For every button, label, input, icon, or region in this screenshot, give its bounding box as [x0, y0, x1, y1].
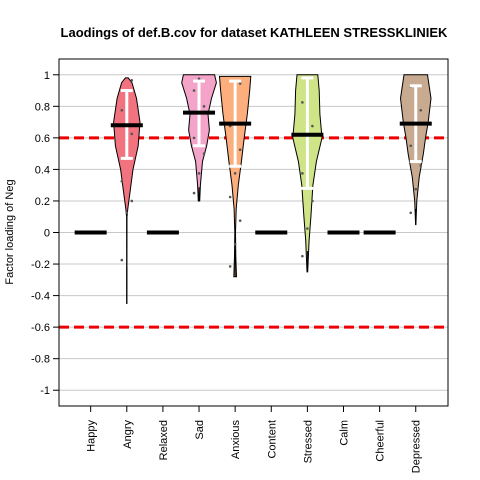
violin-layer [74, 74, 432, 304]
data-point [192, 89, 196, 92]
data-point [192, 191, 196, 195]
data-point [301, 254, 304, 258]
data-point [202, 105, 206, 108]
data-point [202, 152, 206, 155]
chart-title: Laodings of def.B.cov for dataset KATHLE… [61, 25, 449, 40]
y-axis: 1 0.8 0.6 0.4 0.2 0 -0.2 -0.4 -0.6 -0.8 -1 [31, 70, 59, 397]
data-point [120, 258, 124, 262]
data-point [409, 144, 413, 148]
x-tick-label: Stressed [302, 420, 314, 463]
x-tick-label: Relaxed [158, 420, 170, 460]
data-point [311, 124, 314, 128]
x-tick-label: Cheerful [375, 420, 387, 462]
data-point [306, 227, 309, 230]
data-point [228, 265, 232, 268]
y-tick-label: 0.6 [35, 133, 50, 145]
y-tick-label: 0.2 [35, 196, 50, 208]
y-tick-label: 0 [44, 228, 50, 240]
y-tick-label: -0.4 [31, 291, 50, 303]
category-depressed [399, 74, 432, 226]
data-point [120, 108, 124, 112]
data-point [197, 172, 201, 175]
x-tick-label: Anxious [230, 420, 242, 460]
y-tick-label: 1 [44, 70, 50, 82]
data-point [409, 211, 413, 215]
x-tick-label: Angry [122, 420, 134, 449]
data-point [419, 164, 423, 167]
category-angry [110, 77, 143, 304]
violin-body [113, 77, 141, 304]
x-tick-label: Happy [86, 420, 98, 452]
y-tick-label: 0.4 [35, 164, 50, 176]
y-tick-label: -1 [40, 385, 50, 397]
violin-body [218, 75, 252, 278]
data-point [301, 101, 304, 104]
y-tick-label: -0.8 [31, 354, 50, 366]
x-axis: Happy Angry Relaxed Sad Anxious Content Stress… [86, 406, 423, 473]
category-stressed [291, 74, 324, 273]
x-tick-label: Content [266, 420, 278, 459]
data-point [120, 179, 124, 183]
data-point [228, 195, 232, 199]
data-point [301, 172, 304, 175]
data-point [419, 108, 423, 112]
data-point [125, 211, 129, 215]
x-tick-label: Sad [194, 420, 206, 440]
data-point [238, 148, 242, 151]
data-point [197, 77, 201, 81]
data-point [130, 78, 134, 82]
y-tick-label: 0.8 [35, 101, 50, 113]
data-point [130, 199, 134, 203]
plot-frame [58, 58, 449, 407]
x-tick-label: Calm [339, 420, 351, 446]
data-point [311, 199, 314, 203]
data-point [233, 172, 237, 175]
data-point [414, 187, 418, 191]
y-axis-label: Factor loading of Neg [4, 179, 16, 284]
y-tick-label: -0.2 [31, 259, 50, 271]
y-tick-label: -0.6 [31, 322, 50, 334]
data-point [130, 132, 134, 136]
data-point [233, 243, 237, 246]
category-sad [181, 74, 217, 202]
data-point [238, 82, 242, 85]
data-point [238, 219, 242, 222]
category-anxious [218, 75, 252, 278]
x-tick-label: Depressed [411, 420, 423, 473]
data-point [192, 136, 196, 140]
